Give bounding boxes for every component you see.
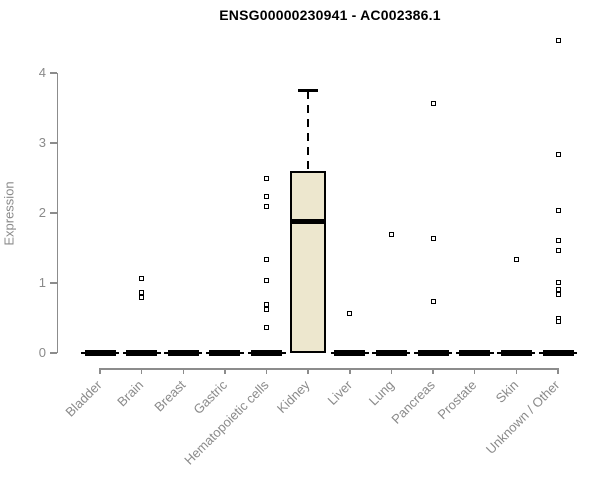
outlier-point <box>388 231 394 237</box>
outlier-point <box>430 101 436 107</box>
median-line <box>459 350 491 356</box>
outlier-point <box>555 319 561 324</box>
median-line <box>290 218 327 225</box>
outlier-point <box>264 194 270 200</box>
outlier-point <box>555 152 561 158</box>
outlier-point <box>555 207 561 213</box>
median-line <box>375 350 407 356</box>
median-line <box>417 350 449 356</box>
median-line <box>542 350 574 356</box>
x-axis-line <box>100 368 558 370</box>
x-tick <box>265 368 268 374</box>
y-tick <box>50 282 57 284</box>
x-tick <box>99 368 101 374</box>
x-tick-label: Lung <box>365 377 397 409</box>
outlier-point <box>264 307 270 313</box>
x-tick-label: Breast <box>151 377 189 415</box>
y-tick-label: 4 <box>38 65 46 80</box>
x-tick-label: Gastric <box>190 377 230 418</box>
outlier-point <box>139 289 145 295</box>
outlier-point <box>555 237 561 243</box>
x-tick-label: Skin <box>492 377 522 406</box>
x-tick <box>224 368 226 374</box>
outlier-point <box>264 175 270 181</box>
outlier-point <box>513 257 519 263</box>
x-tick-label: Bladder <box>62 377 105 420</box>
upper-whisker-cap <box>298 89 319 92</box>
x-tick-label: Prostate <box>434 377 480 423</box>
x-tick <box>515 368 518 374</box>
x-tick <box>307 368 309 374</box>
upper-whisker <box>307 90 310 171</box>
y-tick-label: 3 <box>38 135 46 150</box>
y-axis-line <box>56 73 58 353</box>
y-tick <box>50 72 57 74</box>
y-tick-label: 1 <box>38 275 46 290</box>
outlier-point <box>555 292 561 298</box>
x-tick <box>557 368 559 374</box>
outlier-point <box>555 279 561 285</box>
outlier-point <box>555 286 561 292</box>
outlier-point <box>264 204 270 210</box>
x-tick-label: Kidney <box>274 377 314 417</box>
y-tick <box>50 352 57 354</box>
x-tick <box>182 368 185 374</box>
x-tick <box>349 368 351 374</box>
outlier-point <box>555 38 561 44</box>
outlier-point <box>264 301 270 307</box>
median-line <box>334 350 366 356</box>
median-line <box>126 350 158 356</box>
outlier-point <box>347 310 353 316</box>
outlier-point <box>264 257 270 263</box>
x-tick-label: Pancreas <box>388 377 438 427</box>
x-tick <box>432 368 434 374</box>
outlier-point <box>139 295 145 301</box>
median-line <box>500 350 532 356</box>
outlier-point <box>264 325 270 331</box>
x-tick-label: Unknown / Other <box>483 377 563 457</box>
y-tick <box>50 212 57 214</box>
x-tick <box>390 368 393 374</box>
box <box>290 171 327 353</box>
x-tick <box>140 368 143 374</box>
outlier-point <box>264 277 270 283</box>
chart-title: ENSG00000230941 - AC002386.1 <box>219 7 441 23</box>
x-tick-label: Brain <box>114 377 147 410</box>
y-tick-label: 0 <box>38 345 46 360</box>
outlier-point <box>555 248 561 254</box>
median-line <box>84 350 116 356</box>
outlier-point <box>430 235 436 241</box>
y-tick-label: 2 <box>38 205 46 220</box>
y-tick <box>50 142 57 144</box>
outlier-point <box>430 298 436 304</box>
x-tick <box>473 368 476 374</box>
outlier-point <box>139 275 145 281</box>
median-line <box>167 350 199 356</box>
median-line <box>251 350 283 356</box>
x-tick-label: Liver <box>324 377 355 408</box>
median-line <box>209 350 241 356</box>
